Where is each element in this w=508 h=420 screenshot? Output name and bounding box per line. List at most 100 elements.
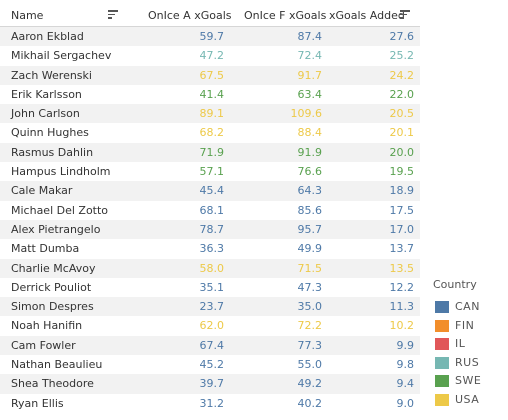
legend-item[interactable]: CAN — [433, 298, 508, 317]
table-row[interactable]: Cam Fowler 67.4 77.3 9.9 — [0, 335, 420, 356]
legend-swatch — [435, 356, 449, 369]
table-row[interactable]: Simon Despres 23.7 35.0 11.3 — [0, 297, 420, 317]
player-name: Nathan Beaulieu — [11, 358, 103, 372]
onice-f-value: 77.3 — [297, 338, 323, 352]
player-name: Derrick Pouliot — [11, 280, 92, 294]
table-row[interactable]: Nathan Beaulieu 45.2 55.0 9.8 — [0, 355, 420, 374]
onice-f-value: 71.5 — [297, 261, 323, 275]
xgoals-added-value: 17.5 — [389, 203, 415, 217]
sort-icon[interactable] — [108, 10, 118, 20]
onice-f-value: 91.7 — [297, 68, 323, 82]
onice-a-value: 67.5 — [199, 68, 225, 82]
onice-f-value: 55.0 — [297, 358, 323, 372]
table-row[interactable]: Noah Hanifin 62.0 72.2 10.2 — [0, 316, 420, 335]
onice-a-value: 45.2 — [199, 358, 225, 372]
player-name: Hampus Lindholm — [11, 165, 111, 179]
stats-table: Name OnIce A xGoals OnIce F xGoals xGoal… — [0, 4, 420, 413]
player-name: Rasmus Dahlin — [11, 145, 94, 159]
table-row[interactable]: Ryan Ellis 31.2 40.2 9.0 — [0, 394, 420, 413]
onice-a-value: 23.7 — [199, 300, 225, 314]
onice-a-value: 45.4 — [199, 184, 225, 198]
table-row[interactable]: Erik Karlsson 41.4 63.4 22.0 — [0, 85, 420, 104]
header-onice-a[interactable]: OnIce A xGoals — [148, 9, 232, 22]
xgoals-added-value: 9.9 — [396, 338, 415, 352]
xgoals-added-value: 17.0 — [389, 222, 415, 236]
onice-a-value: 35.1 — [199, 280, 225, 294]
table-row[interactable]: John Carlson 89.1 109.6 20.5 — [0, 104, 420, 124]
legend-item[interactable]: USA — [433, 391, 508, 410]
player-name: Michael Del Zotto — [11, 203, 109, 217]
onice-f-value: 87.4 — [297, 30, 323, 43]
table-row[interactable]: Cale Makar 45.4 64.3 18.9 — [0, 181, 420, 201]
xgoals-added-value: 20.5 — [389, 107, 415, 121]
legend-swatch — [435, 375, 449, 387]
table-row[interactable]: Matt Dumba 36.3 49.9 13.7 — [0, 239, 420, 258]
table-row[interactable]: Michael Del Zotto 68.1 85.6 17.5 — [0, 201, 420, 220]
onice-a-value: 47.2 — [199, 49, 225, 63]
table-row[interactable]: Quinn Hughes 68.2 88.4 20.1 — [0, 123, 420, 142]
onice-a-value: 78.7 — [199, 222, 225, 236]
onice-a-value: 58.0 — [199, 261, 225, 275]
table-row[interactable]: Rasmus Dahlin 71.9 91.9 20.0 — [0, 142, 420, 163]
legend-label: USA — [455, 392, 480, 406]
table-row[interactable]: Derrick Pouliot 35.1 47.3 12.2 — [0, 278, 420, 297]
sort-icon[interactable] — [400, 10, 410, 20]
legend-title: Country — [433, 278, 477, 291]
table-row[interactable]: Shea Theodore 39.7 49.2 9.4 — [0, 374, 420, 394]
onice-f-value: 95.7 — [297, 222, 323, 236]
onice-f-value: 40.2 — [297, 396, 323, 410]
legend-label: RUS — [455, 355, 480, 369]
country-legend: Country CAN FIN IL RUS SWE USA — [433, 278, 508, 409]
player-name: Erik Karlsson — [11, 87, 82, 101]
xgoals-added-value: 27.6 — [389, 30, 415, 43]
xgoals-added-value: 20.0 — [389, 145, 415, 159]
legend-item[interactable]: RUS — [433, 354, 508, 373]
xgoals-added-value: 22.0 — [389, 87, 415, 101]
legend-items: CAN FIN IL RUS SWE USA — [433, 298, 508, 409]
onice-a-value: 41.4 — [199, 87, 225, 101]
player-name: Cam Fowler — [11, 338, 76, 352]
onice-f-value: 91.9 — [297, 145, 323, 159]
onice-f-value: 88.4 — [297, 126, 323, 140]
header-xgoals-added[interactable]: xGoals Added — [329, 9, 405, 22]
xgoals-added-value: 9.0 — [396, 396, 415, 410]
onice-f-value: 85.6 — [297, 203, 323, 217]
onice-a-value: 62.0 — [199, 319, 225, 333]
player-name: John Carlson — [11, 107, 80, 121]
table-row[interactable]: Alex Pietrangelo 78.7 95.7 17.0 — [0, 219, 420, 240]
onice-a-value: 68.2 — [199, 126, 225, 140]
table-body: Aaron Ekblad 59.7 87.4 27.6 Mikhail Sergache… — [0, 27, 420, 413]
legend-item[interactable]: IL — [433, 335, 508, 354]
xgoals-added-value: 10.2 — [389, 319, 415, 333]
onice-a-value: 67.4 — [199, 338, 225, 352]
player-name: Mikhail Sergachev — [11, 49, 112, 63]
player-name: Simon Despres — [11, 300, 94, 314]
xgoals-added-value: 9.4 — [396, 377, 415, 391]
header-name[interactable]: Name — [11, 9, 44, 22]
legend-swatch — [435, 319, 449, 332]
player-name: Aaron Ekblad — [11, 30, 84, 43]
onice-f-value: 76.6 — [297, 165, 323, 179]
table-row[interactable]: Aaron Ekblad 59.7 87.4 27.6 — [0, 27, 420, 47]
onice-f-value: 49.2 — [297, 377, 323, 391]
player-name: Noah Hanifin — [11, 319, 83, 333]
onice-a-value: 39.7 — [199, 377, 225, 391]
legend-item[interactable]: FIN — [433, 317, 508, 336]
onice-f-value: 49.9 — [297, 242, 323, 256]
player-name: Cale Makar — [11, 184, 73, 198]
xgoals-added-value: 20.1 — [389, 126, 415, 140]
table-header: Name OnIce A xGoals OnIce F xGoals xGoal… — [0, 4, 420, 27]
table-row[interactable]: Mikhail Sergachev 47.2 72.4 25.2 — [0, 46, 420, 65]
xgoals-added-value: 25.2 — [389, 49, 415, 63]
xgoals-added-value: 12.2 — [389, 280, 415, 294]
header-onice-f[interactable]: OnIce F xGoals — [244, 9, 327, 22]
legend-label: CAN — [455, 300, 480, 313]
player-name: Charlie McAvoy — [11, 261, 96, 275]
player-name: Ryan Ellis — [11, 396, 64, 410]
legend-item[interactable]: SWE — [433, 372, 508, 391]
table-row[interactable]: Charlie McAvoy 58.0 71.5 13.5 — [0, 258, 420, 278]
table-row[interactable]: Hampus Lindholm 57.1 76.6 19.5 — [0, 162, 420, 181]
onice-f-value: 47.3 — [297, 280, 323, 294]
onice-f-value: 109.6 — [290, 107, 323, 121]
table-row[interactable]: Zach Werenski 67.5 91.7 24.2 — [0, 65, 420, 85]
